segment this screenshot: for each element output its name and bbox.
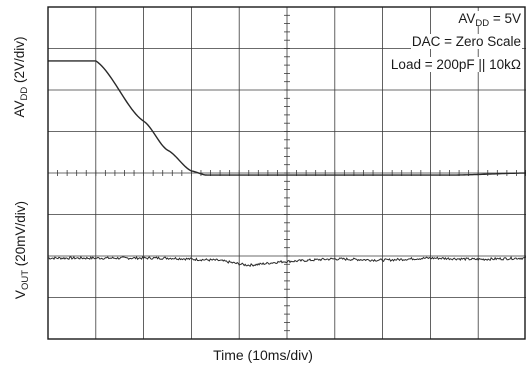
- y-axis-label-vout: VOUT (20mV/div): [13, 200, 31, 300]
- trace-avdd: [48, 60, 526, 176]
- plot-frame: [47, 6, 526, 340]
- grid: [47, 6, 526, 340]
- x-axis-label: Time (10ms/div): [213, 347, 313, 363]
- annotation-load: Load = 200pF || 10kΩ: [389, 57, 522, 72]
- y-axis-label-avdd: AVDD (2V/div): [12, 36, 30, 118]
- traces: [47, 60, 526, 268]
- trace-vout: [47, 255, 526, 268]
- annotation-dac: DAC = Zero Scale: [410, 34, 522, 49]
- annotation-avdd: AVDD = 5V: [457, 11, 522, 29]
